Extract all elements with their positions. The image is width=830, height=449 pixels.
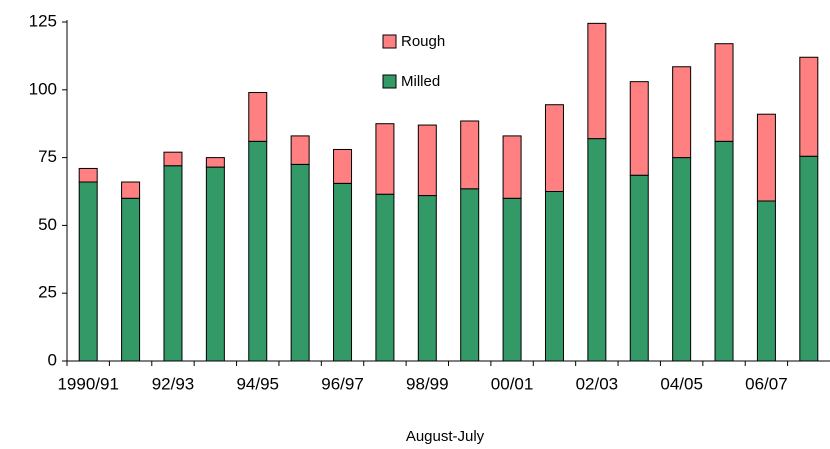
- bar-segment: [290, 163, 310, 362]
- bar-segment: [121, 181, 141, 199]
- bar-segment: [248, 140, 268, 362]
- bar-segment: [121, 197, 141, 362]
- y-tick-label: 125: [29, 11, 57, 30]
- bar-segment: [756, 200, 776, 362]
- bar-segment: [163, 151, 183, 167]
- y-tick-label: 75: [38, 147, 57, 166]
- legend-label: Milled: [401, 73, 440, 90]
- x-tick-label: 96/97: [321, 374, 364, 393]
- x-axis-title: August-July: [406, 428, 485, 445]
- bar-segment: [672, 157, 692, 362]
- x-tick-label: 04/05: [660, 374, 703, 393]
- bar-segment: [375, 123, 395, 195]
- bar-segment: [163, 165, 183, 362]
- legend-swatch: [382, 74, 397, 89]
- bar-segment: [417, 124, 437, 197]
- y-tick-label: 100: [29, 79, 57, 98]
- bar-segment: [714, 140, 734, 362]
- bar-segment: [502, 135, 522, 199]
- bar-segment: [502, 197, 522, 362]
- y-tick-label: 25: [38, 283, 57, 302]
- bar-segment: [756, 113, 776, 202]
- bar-segment: [629, 174, 649, 362]
- y-tick-label: 50: [38, 215, 57, 234]
- bar-segment: [587, 22, 607, 140]
- bar-segment: [290, 135, 310, 165]
- bar-segment: [417, 195, 437, 362]
- bar-segment: [799, 155, 819, 362]
- bar-segment: [544, 104, 564, 192]
- bar-segment: [205, 157, 225, 168]
- legend-swatch: [382, 34, 397, 49]
- bar-segment: [460, 188, 480, 362]
- bar-segment: [672, 66, 692, 159]
- bar-segment: [78, 167, 98, 183]
- x-tick-label: 00/01: [491, 374, 534, 393]
- x-tick-label: 94/95: [236, 374, 279, 393]
- x-tick-label: 98/99: [406, 374, 449, 393]
- bar-segment: [333, 148, 353, 184]
- bar-segment: [375, 193, 395, 362]
- bar-segment: [629, 81, 649, 176]
- x-tick-label: 92/93: [152, 374, 195, 393]
- bar-segment: [587, 138, 607, 362]
- bar-segment: [544, 191, 564, 362]
- x-tick-label: 06/07: [745, 374, 788, 393]
- bar-segment: [78, 181, 98, 362]
- x-tick-label: 1990/91: [57, 374, 118, 393]
- y-tick-label: 0: [48, 350, 57, 369]
- bar-segment: [714, 43, 734, 142]
- legend-label: Rough: [401, 33, 445, 50]
- bar-segment: [799, 56, 819, 157]
- x-tick-label: 02/03: [576, 374, 619, 393]
- bar-segment: [333, 182, 353, 362]
- bar-segment: [248, 92, 268, 142]
- bar-segment: [460, 120, 480, 190]
- bar-segment: [205, 166, 225, 362]
